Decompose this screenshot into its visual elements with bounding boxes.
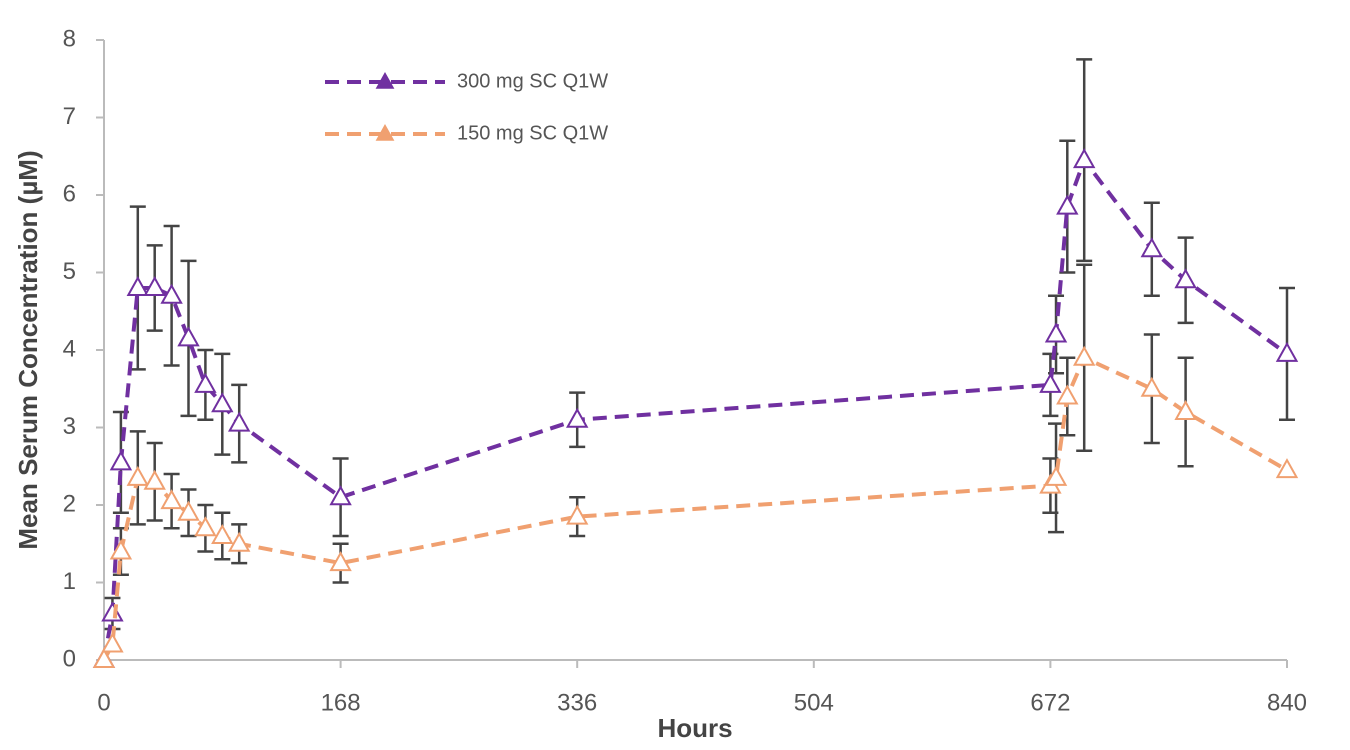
y-tick-label: 5 [63,258,76,285]
marker [1044,465,1068,486]
x-tick-label: 672 [1030,689,1070,716]
marker [1140,376,1164,397]
marker [329,485,352,506]
series-line [102,355,1288,661]
marker [177,500,200,521]
marker [565,504,589,525]
marker [109,539,133,560]
y-tick-label: 2 [63,490,76,517]
marker [211,392,234,413]
legend-label: 300 mg SC Q1W [457,70,608,92]
marker [1072,345,1096,366]
marker [143,275,166,296]
y-tick-label: 0 [63,645,76,672]
x-tick-label: 0 [97,689,110,716]
marker [565,407,589,428]
marker [1140,237,1164,258]
marker [160,489,183,510]
x-axis-title: Hours [657,713,732,743]
marker [92,647,116,668]
marker [1039,372,1062,393]
y-axis-title: Mean Serum Concentration (µM) [13,150,43,549]
marker [101,632,124,653]
marker [194,516,217,537]
x-tick-label: 336 [557,689,597,716]
marker [1174,268,1197,289]
marker [101,601,124,622]
y-tick-label: 6 [63,180,76,207]
marker [1275,341,1299,362]
legend-marker [375,123,395,141]
marker [194,372,217,393]
x-tick-label: 840 [1267,689,1307,716]
y-tick-label: 3 [63,413,76,440]
marker [1072,148,1096,169]
marker [126,465,150,486]
y-tick-label: 7 [63,103,76,130]
marker [143,469,166,490]
marker [227,531,251,552]
marker [1044,322,1068,343]
x-tick-label: 168 [321,689,361,716]
marker [1056,384,1079,405]
marker [227,411,251,432]
marker [160,283,183,304]
y-tick-label: 4 [63,335,76,362]
marker [177,326,200,347]
marker [126,275,150,296]
marker [329,551,352,572]
legend-label: 150 mg SC Q1W [457,122,608,144]
series-line [102,155,1289,661]
marker [109,450,133,471]
marker [1275,458,1299,479]
marker [1174,399,1197,420]
marker [211,523,234,544]
y-tick-label: 8 [63,25,76,52]
y-tick-label: 1 [63,568,76,595]
legend-marker [375,71,395,89]
x-tick-label: 504 [794,689,834,716]
marker [1056,194,1079,215]
